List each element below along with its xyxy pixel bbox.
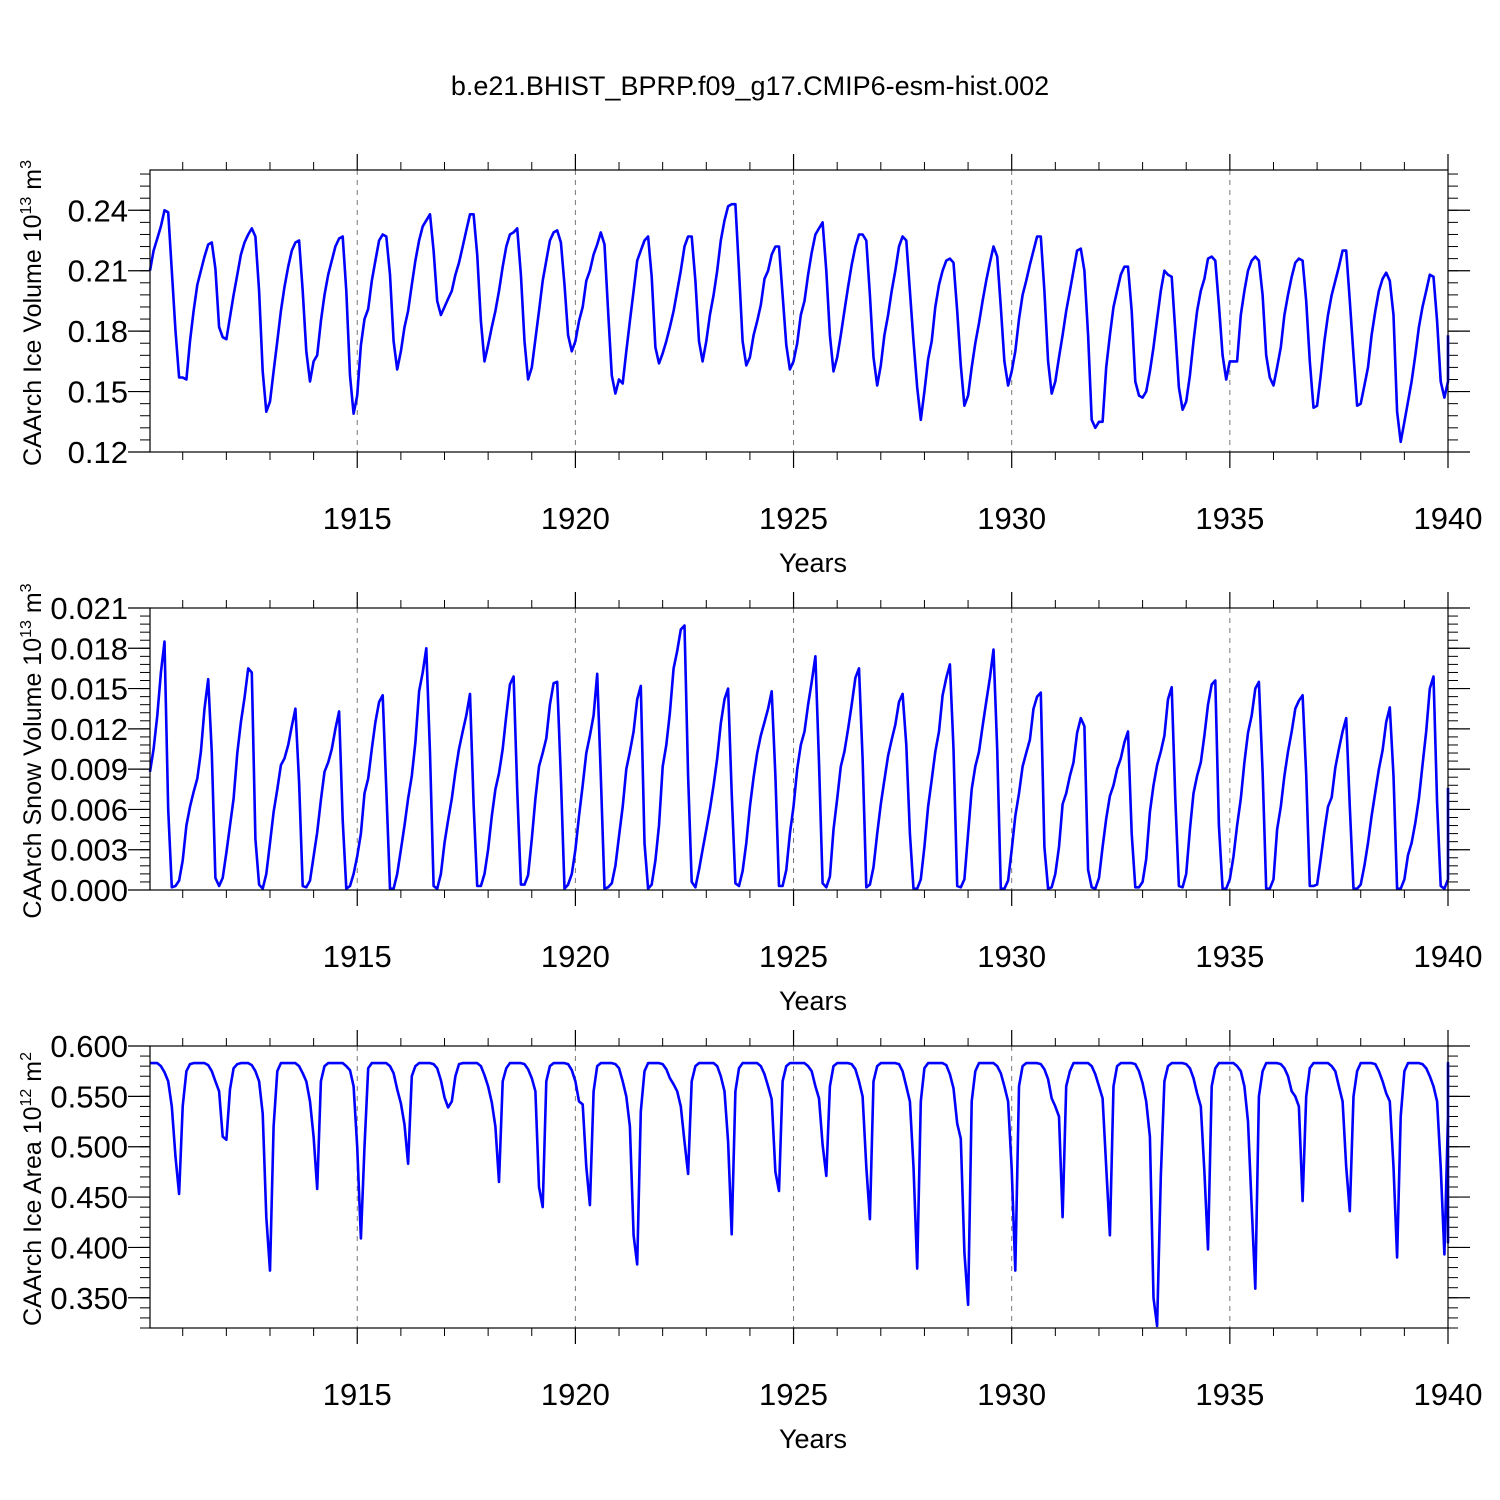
y-axis-label: CAArch Snow Volume 1013 m3 — [18, 583, 47, 918]
plot-frame — [149, 169, 1449, 453]
y-tick-label: 0.15 — [68, 375, 128, 410]
y-tick-label: 0.000 — [50, 873, 128, 908]
data-line — [148, 624, 1450, 891]
x-tick-label: 1915 — [323, 501, 392, 536]
figure-title: b.e21.BHIST_BPRP.f09_g17.CMIP6-esm-hist.… — [451, 71, 1049, 101]
y-axis-label: CAArch Ice Area 1012 m2 — [18, 1052, 47, 1326]
x-tick-label: 1915 — [323, 1377, 392, 1412]
x-tick-label: 1940 — [1414, 501, 1483, 536]
x-tick-label: 1940 — [1414, 1377, 1483, 1412]
x-tick-label: 1940 — [1414, 939, 1483, 974]
x-tick-label: 1915 — [323, 939, 392, 974]
y-tick-label: 0.500 — [50, 1130, 128, 1165]
y-tick-label: 0.006 — [50, 792, 128, 827]
x-tick-label: 1925 — [759, 939, 828, 974]
panel-ice-volume: 1915 1920 1925 1930 1935 1940 0.12 0.15 0.18 0.21… — [18, 154, 1482, 578]
y-tick-label: 0.24 — [68, 193, 128, 228]
x-tick-label: 1920 — [541, 501, 610, 536]
x-tick-label: 1925 — [759, 1377, 828, 1412]
x-tick-label: 1930 — [977, 501, 1046, 536]
data-line — [150, 1061, 1450, 1328]
y-tick-label: 0.600 — [50, 1029, 128, 1064]
y-tick-label: 0.018 — [50, 631, 128, 666]
data-line — [148, 202, 1450, 444]
x-tick-label: 1925 — [759, 501, 828, 536]
y-tick-label: 0.015 — [50, 672, 128, 707]
x-axis-label: Years — [779, 986, 847, 1016]
x-tick-label: 1920 — [541, 939, 610, 974]
y-tick-label: 0.550 — [50, 1079, 128, 1114]
plot-frame — [149, 1045, 1449, 1329]
x-axis-label: Years — [779, 548, 847, 578]
y-tick-label: 0.18 — [68, 314, 128, 349]
x-tick-label: 1930 — [977, 1377, 1046, 1412]
y-tick-label: 0.450 — [50, 1180, 128, 1215]
plot-frame — [149, 607, 1449, 891]
x-tick-label: 1920 — [541, 1377, 610, 1412]
x-tick-label: 1930 — [977, 939, 1046, 974]
x-tick-label: 1935 — [1195, 939, 1264, 974]
y-tick-label: 0.012 — [50, 712, 128, 747]
panel-ice-area: 1915 1920 1925 1930 1935 1940 0.350 0.400 0.450 0… — [18, 1029, 1482, 1454]
y-tick-label: 0.003 — [50, 833, 128, 868]
x-tick-label: 1935 — [1195, 501, 1264, 536]
y-tick-label: 0.12 — [68, 435, 128, 470]
x-axis-label: Years — [779, 1424, 847, 1454]
y-tick-label: 0.350 — [50, 1281, 128, 1316]
y-tick-label: 0.009 — [50, 752, 128, 787]
y-tick-label: 0.021 — [50, 591, 128, 626]
x-tick-label: 1935 — [1195, 1377, 1264, 1412]
panel-snow-volume: 1915 1920 1925 1930 1935 1940 0.000 0.003 0.006 0… — [18, 583, 1482, 1016]
y-axis-label: CAArch Ice Volume 1013 m3 — [18, 160, 47, 466]
y-tick-label: 0.21 — [68, 254, 128, 289]
y-tick-label: 0.400 — [50, 1230, 128, 1265]
